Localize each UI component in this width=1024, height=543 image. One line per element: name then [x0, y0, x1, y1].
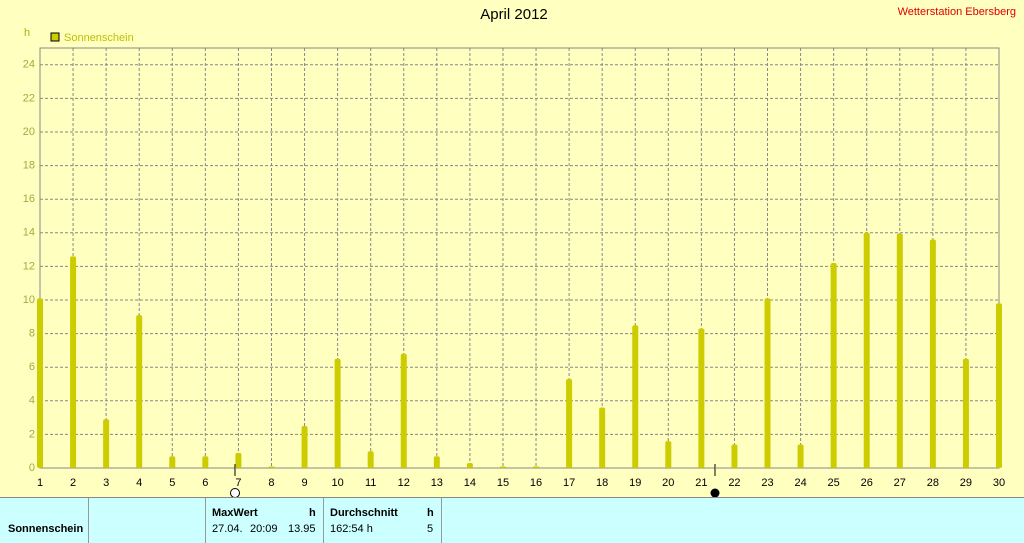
x-tick-label: 16: [530, 477, 542, 489]
header-unit: h: [309, 507, 316, 519]
bar: [499, 466, 506, 468]
x-tick-label: 10: [331, 477, 343, 489]
bar: [566, 378, 573, 468]
y-tick-label: 12: [23, 260, 35, 272]
bar: [367, 451, 374, 468]
x-tick-label: 23: [761, 477, 773, 489]
x-tick-label: 15: [497, 477, 509, 489]
bar: [202, 456, 209, 468]
x-tick-label: 3: [103, 477, 109, 489]
y-tick-label: 16: [23, 193, 35, 205]
x-tick-label: 1: [37, 477, 43, 489]
bar: [268, 466, 275, 468]
plot-frame: [39, 47, 1000, 469]
bar: [896, 233, 903, 468]
y-axis-label: h: [24, 27, 30, 39]
x-tick-label: 9: [301, 477, 307, 489]
x-tick-label: 14: [464, 477, 476, 489]
bar: [797, 444, 804, 468]
bar: [433, 456, 440, 468]
bar: [731, 444, 738, 468]
y-tick-label: 4: [29, 395, 35, 407]
bar: [764, 298, 771, 468]
divider: [323, 498, 324, 543]
y-tick-label: 2: [29, 428, 35, 440]
x-tick-label: 12: [398, 477, 410, 489]
bar: [136, 315, 143, 468]
avg-value: 5: [427, 523, 434, 535]
full-moon-icon: [230, 488, 240, 497]
bar: [830, 263, 837, 468]
x-tick-label: 18: [596, 477, 608, 489]
x-tick-label: 22: [728, 477, 740, 489]
y-tick-label: 6: [29, 361, 35, 373]
x-tick-label: 30: [993, 477, 1005, 489]
x-tick-label: 17: [563, 477, 575, 489]
x-tick-label: 13: [431, 477, 443, 489]
max-value: 13.95: [288, 523, 316, 535]
bar: [599, 407, 606, 468]
x-tick-label: 7: [235, 477, 241, 489]
y-tick-label: 14: [23, 227, 35, 239]
bar: [665, 441, 672, 468]
bar: [334, 358, 341, 468]
header-unit: h: [427, 507, 434, 519]
bar: [698, 328, 705, 468]
bar: [996, 303, 1002, 468]
avg-total: 162:54 h: [330, 523, 373, 535]
max-time: 20:09: [250, 523, 278, 535]
y-tick-label: 8: [29, 328, 35, 340]
x-tick-label: 21: [695, 477, 707, 489]
x-tick-label: 27: [894, 477, 906, 489]
y-tick-label: 18: [23, 160, 35, 172]
y-tick-label: 0: [29, 462, 35, 474]
header: Durchschnitt: [330, 507, 398, 519]
divider: [88, 498, 89, 543]
bar: [632, 325, 639, 468]
divider: [205, 498, 206, 543]
x-tick-label: 6: [202, 477, 208, 489]
bar: [400, 353, 407, 468]
bar: [466, 462, 473, 468]
x-tick-label: 8: [268, 477, 274, 489]
legend-swatch: [50, 32, 60, 42]
x-tick-label: 11: [365, 477, 376, 489]
bar: [70, 256, 77, 468]
bar: [37, 298, 43, 468]
x-tick-label: 4: [136, 477, 142, 489]
x-tick-label: 2: [70, 477, 76, 489]
bar: [863, 232, 870, 468]
bar: [301, 426, 308, 468]
new-moon-icon: [710, 488, 720, 497]
x-tick-label: 25: [828, 477, 840, 489]
bar: [533, 466, 540, 468]
y-tick-label: 20: [23, 126, 35, 138]
chart-title: April 2012: [480, 6, 548, 23]
x-tick-label: 29: [960, 477, 972, 489]
header: MaxWert: [212, 507, 258, 519]
bar: [929, 239, 936, 468]
bar: [103, 419, 110, 468]
summary-panel: MaxWert h Durchschnitt h Sonnenschein 27…: [0, 497, 1024, 543]
x-tick-label: 28: [927, 477, 939, 489]
x-tick-label: 19: [629, 477, 641, 489]
x-tick-label: 26: [861, 477, 873, 489]
bar: [235, 452, 242, 468]
chart: April 2012 Wetterstation Ebersberg h Son…: [23, 6, 1016, 497]
y-tick-label: 10: [23, 294, 35, 306]
max-date: 27.04.: [212, 523, 243, 535]
x-tick-label: 20: [662, 477, 674, 489]
divider: [441, 498, 442, 543]
station-name: Wetterstation Ebersberg: [898, 6, 1016, 18]
legend-label: Sonnenschein: [64, 32, 134, 44]
bar: [962, 358, 969, 468]
x-tick-label: 5: [169, 477, 175, 489]
bar: [169, 456, 176, 468]
x-tick-label: 24: [794, 477, 806, 489]
y-tick-label: 24: [23, 59, 35, 71]
y-tick-label: 22: [23, 92, 35, 104]
row-label: Sonnenschein: [8, 523, 84, 535]
